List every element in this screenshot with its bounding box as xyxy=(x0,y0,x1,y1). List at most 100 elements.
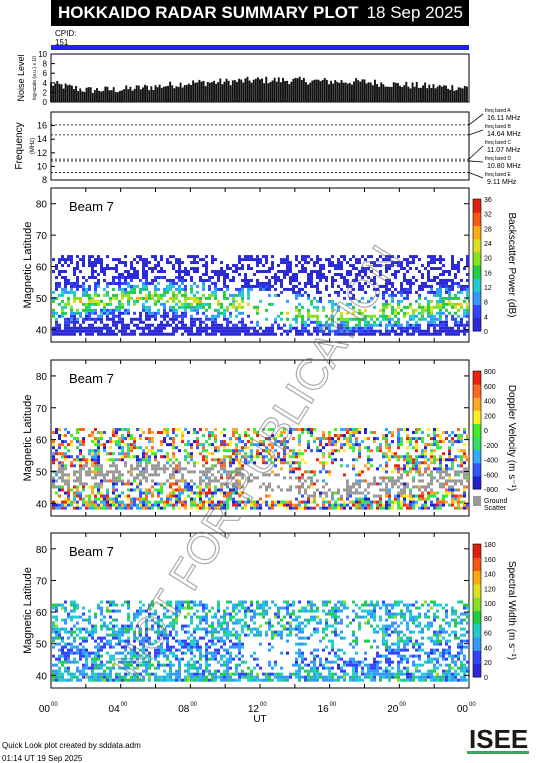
power-cell xyxy=(160,329,163,333)
velocity-cell xyxy=(142,497,145,501)
velocity-ground-cell xyxy=(178,461,181,465)
power-cell xyxy=(352,311,355,315)
power-cell xyxy=(385,329,388,333)
power-cell xyxy=(154,302,157,306)
power-cell xyxy=(304,258,307,262)
power-cell xyxy=(460,302,463,306)
width-cell xyxy=(64,600,67,604)
power-cell xyxy=(331,305,334,309)
velocity-cell xyxy=(280,440,283,444)
power-cell xyxy=(238,302,241,306)
velocity-cell xyxy=(397,497,400,501)
power-cell xyxy=(364,329,367,333)
velocity-cell xyxy=(160,482,163,486)
power-cell xyxy=(436,323,439,327)
velocity-ground-cell xyxy=(76,479,79,483)
power-cell xyxy=(166,261,169,265)
frequency-ytick-label: 14 xyxy=(37,134,47,144)
power-cell xyxy=(55,323,58,327)
velocity-cell xyxy=(238,437,241,441)
velocity-cell xyxy=(379,482,382,486)
velocity-cell xyxy=(373,500,376,504)
width-cell xyxy=(133,612,136,616)
velocity-cell xyxy=(451,500,454,504)
width-cell xyxy=(199,600,202,604)
velocity-cell xyxy=(301,473,304,477)
velocity-cell xyxy=(181,503,184,507)
power-cell xyxy=(214,323,217,327)
velocity-ground-cell xyxy=(322,485,325,489)
velocity-cell xyxy=(100,506,103,510)
velocity-cell xyxy=(307,506,310,510)
width-cell xyxy=(196,669,199,673)
velocity-cell xyxy=(109,500,112,504)
power-cell xyxy=(124,270,127,274)
velocity-cell xyxy=(331,497,334,501)
width-cell xyxy=(187,600,190,604)
velocity-cell xyxy=(58,461,61,465)
power-cell xyxy=(271,329,274,333)
power-cell xyxy=(370,296,373,300)
velocity-cell xyxy=(322,437,325,441)
velocity-cell xyxy=(274,437,277,441)
width-cell xyxy=(193,645,196,649)
velocity-cell xyxy=(64,506,67,510)
power-cell xyxy=(454,267,457,271)
width-cell xyxy=(178,663,181,667)
power-cell xyxy=(424,332,427,336)
velocity-cell xyxy=(334,427,337,431)
velocity-ground-cell xyxy=(439,485,442,489)
power-cell xyxy=(451,287,454,291)
power-cell xyxy=(142,326,145,330)
velocity-cell xyxy=(121,500,124,504)
power-cell xyxy=(376,258,379,262)
power-cell xyxy=(307,329,310,333)
velocity-cell xyxy=(409,461,412,465)
power-cell xyxy=(178,267,181,271)
velocity-cell xyxy=(466,455,469,459)
width-cell xyxy=(208,624,211,628)
velocity-cell xyxy=(358,473,361,477)
velocity-ground-cell xyxy=(403,488,406,492)
power-cell xyxy=(457,332,460,336)
width-cell xyxy=(79,648,82,652)
power-cell xyxy=(400,329,403,333)
width-cell xyxy=(106,675,109,679)
width-cell xyxy=(154,672,157,676)
velocity-cell xyxy=(124,437,127,441)
width-cell xyxy=(208,672,211,676)
width-cell xyxy=(157,618,160,622)
width-cell xyxy=(58,660,61,664)
power-cell xyxy=(211,314,214,318)
velocity-cell xyxy=(112,488,115,492)
velocity-cell xyxy=(247,440,250,444)
velocity-cell xyxy=(76,488,79,492)
velocity-cell xyxy=(76,491,79,495)
power-cell xyxy=(172,320,175,324)
width-cell xyxy=(148,666,151,670)
width-cell xyxy=(148,612,151,616)
velocity-cell xyxy=(202,443,205,447)
width-cell xyxy=(130,663,133,667)
velocity-ground-cell xyxy=(145,479,148,483)
width-cell xyxy=(67,678,70,682)
velocity-cell xyxy=(118,427,121,431)
velocity-cell xyxy=(214,440,217,444)
velocity-cell xyxy=(88,485,91,489)
velocity-cell xyxy=(238,434,241,438)
width-cell xyxy=(172,621,175,625)
power-cell xyxy=(442,320,445,324)
power-cell xyxy=(391,299,394,303)
velocity-cell xyxy=(160,500,163,504)
velocity-ground-cell xyxy=(460,479,463,483)
power-cell xyxy=(280,281,283,285)
power-cell xyxy=(448,273,451,276)
velocity-cell xyxy=(439,440,442,444)
power-cell xyxy=(175,287,178,291)
power-cell xyxy=(409,278,412,282)
power-cell xyxy=(316,287,319,291)
power-cell xyxy=(112,329,115,333)
velocity-cell xyxy=(229,455,232,459)
velocity-cell xyxy=(136,427,139,431)
velocity-cell xyxy=(187,452,190,456)
